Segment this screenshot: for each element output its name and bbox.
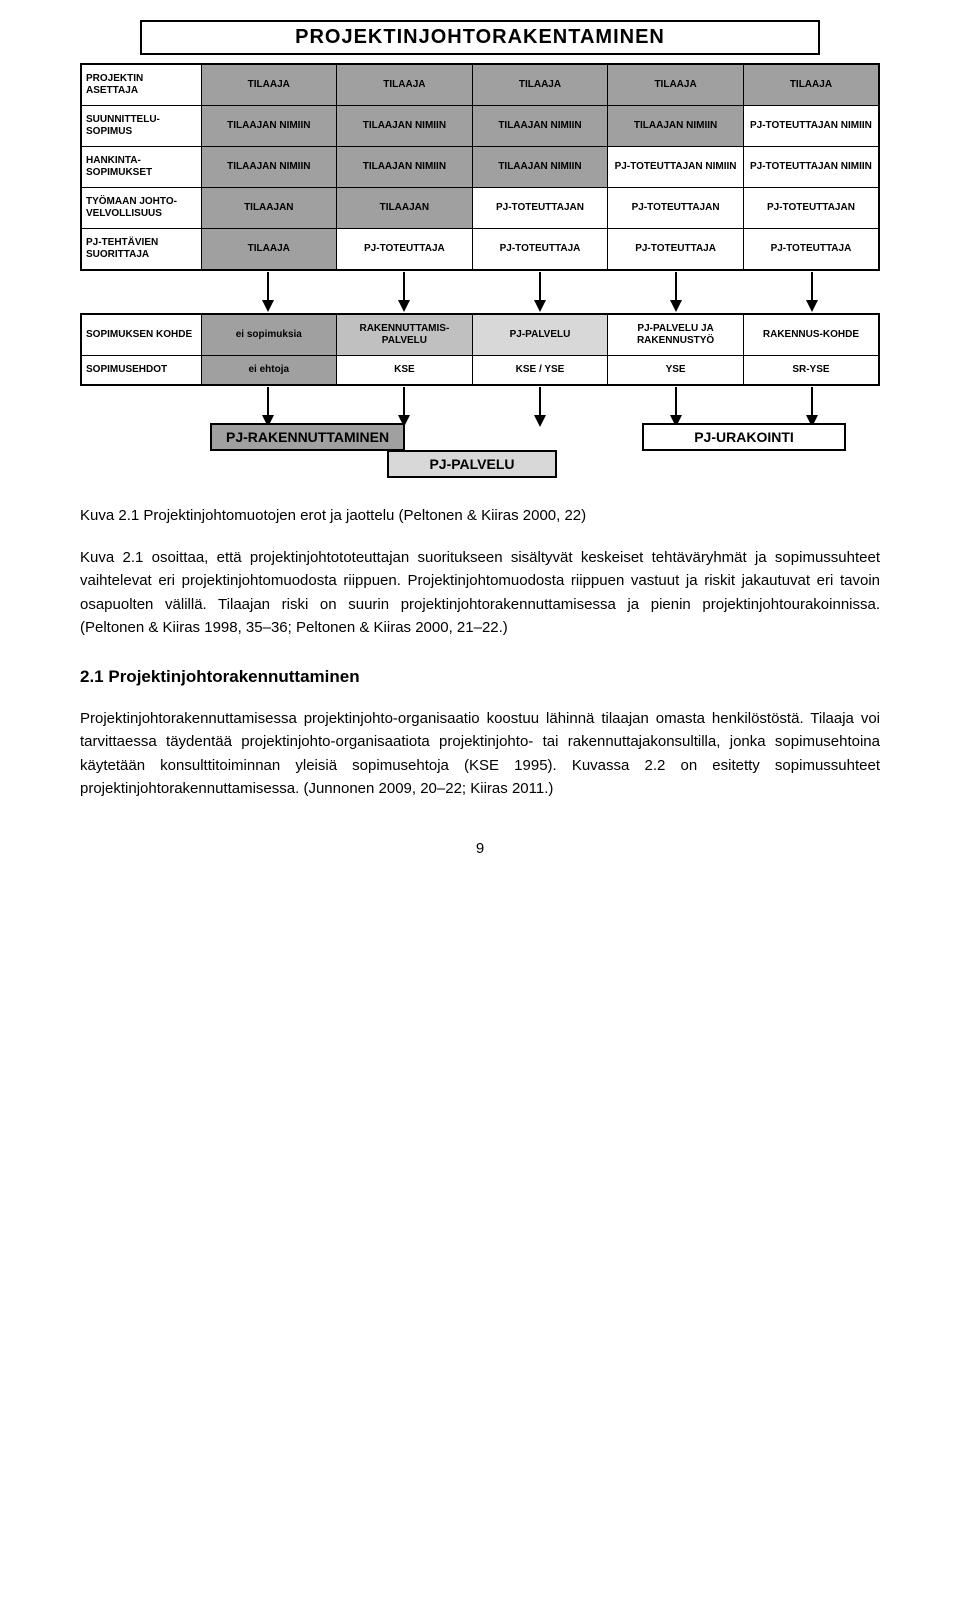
- cell: PJ-TOTEUTTAJA: [472, 229, 608, 271]
- cell: PJ-TOTEUTTAJAN NIMIIN: [743, 106, 879, 147]
- cell: RAKENNUS-KOHDE: [743, 314, 879, 356]
- cell: PJ-TOTEUTTAJA: [743, 229, 879, 271]
- paragraph-1: Kuva 2.1 osoittaa, että projektinjohtoto…: [80, 546, 880, 639]
- cell: TILAAJA: [201, 229, 337, 271]
- figure-title: PROJEKTINJOHTORAKENTAMINEN: [140, 20, 820, 55]
- cell: TILAAJAN NIMIIN: [472, 147, 608, 188]
- cell: TILAAJAN NIMIIN: [201, 147, 337, 188]
- cell: TILAAJA: [201, 64, 337, 106]
- cell: PJ-TOTEUTTAJAN: [608, 188, 744, 229]
- cell: TILAAJA: [743, 64, 879, 106]
- arrow-down-icon: [804, 272, 820, 312]
- row-header: SUUNNITTELU-SOPIMUS: [81, 106, 201, 147]
- cell: ei ehtoja: [201, 356, 337, 386]
- cell: TILAAJAN NIMIIN: [337, 106, 473, 147]
- label-pj-palvelu: PJ-PALVELU: [387, 450, 556, 478]
- cell: PJ-TOTEUTTAJAN NIMIIN: [608, 147, 744, 188]
- cell: YSE: [608, 356, 744, 386]
- figure: PROJEKTINJOHTORAKENTAMINEN PROJEKTIN ASE…: [80, 20, 880, 475]
- row-header: SOPIMUSEHDOT: [81, 356, 201, 386]
- section-heading: 2.1 Projektinjohtorakennuttaminen: [80, 667, 880, 687]
- page: PROJEKTINJOHTORAKENTAMINEN PROJEKTIN ASE…: [0, 0, 960, 917]
- cell: TILAAJA: [608, 64, 744, 106]
- page-number: 9: [80, 840, 880, 857]
- cell: TILAAJAN NIMIIN: [472, 106, 608, 147]
- cell: ei sopimuksia: [201, 314, 337, 356]
- cell: TILAAJAN NIMIIN: [337, 147, 473, 188]
- cell: TILAAJA: [472, 64, 608, 106]
- cell: PJ-PALVELU JA RAKENNUSTYÖ: [608, 314, 744, 356]
- arrow-down-icon: [396, 387, 412, 427]
- cell: PJ-TOTEUTTAJAN: [472, 188, 608, 229]
- cell: TILAAJAN: [201, 188, 337, 229]
- arrow-down-icon: [532, 387, 548, 427]
- cell: TILAAJAN NIMIIN: [201, 106, 337, 147]
- bottom-label-row: PJ-RAKENNUTTAMINEN PJ-URAKOINTI PJ-PALVE…: [80, 428, 880, 475]
- arrow-down-icon: [668, 387, 684, 427]
- label-pj-rakennuttaminen: PJ-RAKENNUTTAMINEN: [210, 423, 405, 451]
- row-header: TYÖMAAN JOHTO-VELVOLLISUUS: [81, 188, 201, 229]
- arrow-down-icon: [260, 387, 276, 427]
- arrow-down-icon: [396, 272, 412, 312]
- figure-caption: Kuva 2.1 Projektinjohtomuotojen erot ja …: [80, 507, 880, 524]
- cell: PJ-TOTEUTTAJA: [608, 229, 744, 271]
- cell: TILAAJA: [337, 64, 473, 106]
- cell: SR-YSE: [743, 356, 879, 386]
- cell: PJ-TOTEUTTAJAN: [743, 188, 879, 229]
- cell: RAKENNUTTAMIS-PALVELU: [337, 314, 473, 356]
- cell: KSE: [337, 356, 473, 386]
- cell: PJ-TOTEUTTAJA: [337, 229, 473, 271]
- label-pj-urakointi: PJ-URAKOINTI: [642, 423, 846, 451]
- cell: KSE / YSE: [472, 356, 608, 386]
- arrow-row-1: [80, 271, 880, 313]
- row-header: PJ-TEHTÄVIEN SUORITTAJA: [81, 229, 201, 271]
- row-header: HANKINTA-SOPIMUKSET: [81, 147, 201, 188]
- arrow-down-icon: [532, 272, 548, 312]
- upper-table: PROJEKTIN ASETTAJA TILAAJA TILAAJA TILAA…: [80, 63, 880, 271]
- cell: PJ-TOTEUTTAJAN NIMIIN: [743, 147, 879, 188]
- arrow-row-2: [80, 386, 880, 428]
- arrow-down-icon: [260, 272, 276, 312]
- paragraph-2: Projektinjohtorakennuttamisessa projekti…: [80, 707, 880, 800]
- row-header: SOPIMUKSEN KOHDE: [81, 314, 201, 356]
- cell: PJ-PALVELU: [472, 314, 608, 356]
- cell: TILAAJAN NIMIIN: [608, 106, 744, 147]
- lower-table: SOPIMUKSEN KOHDE ei sopimuksia RAKENNUTT…: [80, 313, 880, 386]
- row-header: PROJEKTIN ASETTAJA: [81, 64, 201, 106]
- arrow-down-icon: [804, 387, 820, 427]
- cell: TILAAJAN: [337, 188, 473, 229]
- arrow-down-icon: [668, 272, 684, 312]
